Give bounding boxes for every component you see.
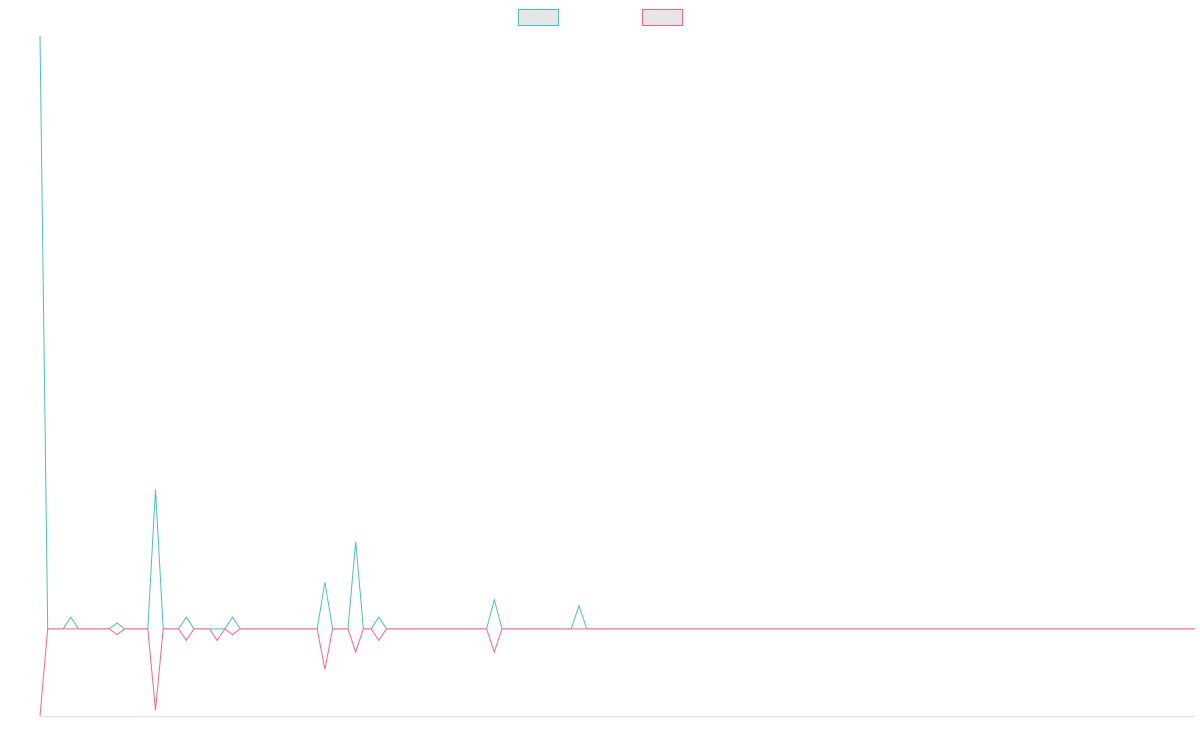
legend-swatch-1[interactable] (518, 9, 559, 26)
legend[interactable] (518, 9, 683, 26)
series-line-2 (39, 628, 1195, 717)
series-line-1 (39, 35, 1195, 630)
legend-swatch-2[interactable] (642, 9, 683, 26)
series-layer (39, 35, 1195, 717)
